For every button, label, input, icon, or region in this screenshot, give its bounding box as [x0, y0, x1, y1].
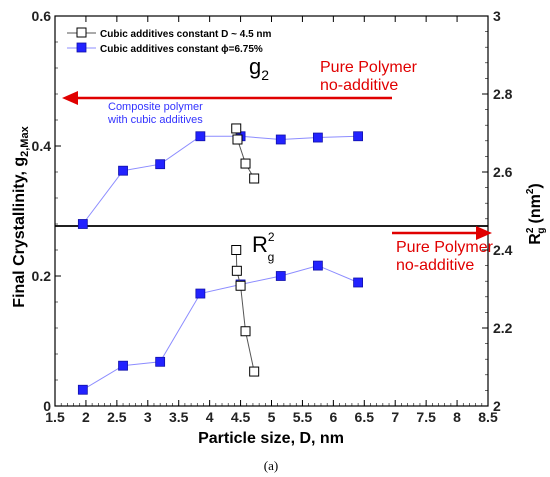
y-axis-left-title: Final Crystallinity, g2,Max	[11, 125, 31, 307]
x-tick-label: 7.5	[416, 409, 436, 425]
x-tick-label: 5	[268, 409, 276, 425]
legend-marker-open-square	[76, 27, 87, 38]
y-left-tick-label: 0.6	[32, 8, 52, 24]
annotation-no-additive-lower: no-additive	[396, 257, 474, 274]
legend-marker-filled-square	[76, 42, 87, 53]
data-point	[232, 134, 243, 145]
y-right-tick-label: 3	[493, 8, 501, 24]
legend: Cubic additives constant D ~ 4.5 nm Cubi…	[67, 27, 272, 55]
x-tick-label: 4.5	[231, 409, 251, 425]
annotation-g2-sub: 2	[261, 67, 269, 83]
data-point	[235, 280, 246, 291]
x-tick-label: 4	[206, 409, 214, 425]
plot-frame	[54, 15, 489, 407]
annotation-rg2-sup: 2	[268, 230, 275, 244]
annotation-g2-main: g	[249, 54, 261, 79]
series-line	[235, 128, 255, 179]
data-point	[231, 245, 242, 255]
x-tick-label: 8	[453, 409, 461, 425]
y-right-title-units: (nm	[527, 194, 544, 223]
annotation-g2: g2	[249, 54, 269, 83]
y-right-title-sup: 2	[525, 227, 536, 233]
data-point	[275, 134, 286, 145]
annotation-composite-line1: Composite polymer	[108, 101, 203, 113]
series-3	[231, 245, 260, 377]
series-line	[82, 135, 359, 225]
x-tick-label: 2	[82, 409, 90, 425]
data-point	[77, 384, 88, 395]
y-left-tick-label: 0	[43, 398, 51, 414]
x-tick-label: 5.5	[293, 409, 313, 425]
series-1	[77, 260, 364, 395]
tick-labels: 1.5 2 2.5 3 3.5 4 4.5 5 5.5 6 6.5 7 7.5 8 8.5 0 0.2 0.4 0.…	[32, 8, 513, 425]
data-point	[353, 277, 364, 288]
x-tick-label: 3.5	[169, 409, 189, 425]
data-point	[231, 265, 242, 276]
x-tick-label: 6.5	[355, 409, 375, 425]
data-point	[312, 132, 323, 143]
y-left-title-main: Final Crystallinity, g	[11, 157, 28, 308]
axis-ticks	[54, 15, 489, 407]
series-0	[77, 131, 364, 229]
annotation-rg2-main: R	[252, 232, 268, 257]
y-right-tick-label: 2.6	[493, 164, 513, 180]
annotation-pure-polymer-upper: Pure Polymer	[320, 59, 418, 76]
x-tick-label: 7	[391, 409, 399, 425]
data-point	[118, 360, 128, 371]
series-layer	[77, 123, 364, 395]
y-right-title-sub: g	[536, 227, 547, 233]
svg-text:R2g(nm2): R2g(nm2)	[525, 183, 547, 244]
y-right-tick-label: 2	[493, 398, 501, 414]
annotation-rg2: R2 g	[252, 230, 275, 264]
legend-label-constant-d: Cubic additives constant D ~ 4.5 nm	[100, 29, 272, 40]
x-tick-label: 6	[329, 409, 337, 425]
y-left-tick-label: 0.2	[32, 268, 52, 284]
y-right-title-units-sup: 2	[525, 188, 536, 194]
y-axis-right-title: R2g(nm2)	[525, 183, 547, 244]
x-tick-label: 2.5	[107, 409, 127, 425]
legend-label-constant-phi: Cubic additives constant ϕ=6.75%	[100, 44, 263, 55]
y-right-tick-label: 2.4	[493, 242, 513, 258]
data-point	[195, 288, 206, 299]
y-right-title-units-end: )	[527, 183, 544, 188]
data-point	[312, 260, 323, 271]
annotation-no-additive-upper: no-additive	[320, 77, 398, 94]
data-point	[118, 165, 128, 176]
series-line	[82, 265, 359, 391]
annotation-rg2-sub: g	[268, 250, 275, 264]
data-point	[249, 366, 260, 377]
y-right-title-main: R	[527, 233, 544, 245]
data-point	[155, 159, 166, 170]
x-tick-label: 3	[144, 409, 152, 425]
data-point	[77, 219, 88, 229]
svg-text:Final Crystallinity, g2,Max: Final Crystallinity, g2,Max	[11, 125, 31, 307]
x-axis-title: Particle size, D, nm	[198, 430, 344, 447]
annotation-composite-line2: with cubic additives	[107, 114, 203, 126]
x-tick-label: 1.5	[45, 409, 65, 425]
figure-caption: (a)	[264, 458, 278, 473]
x-tick-label: 8.5	[478, 409, 498, 425]
data-point	[231, 123, 242, 134]
arrow-lower-head	[476, 226, 492, 240]
y-right-tick-label: 2.8	[493, 86, 513, 102]
series-2	[231, 123, 260, 184]
arrow-upper-head	[62, 91, 78, 105]
data-point	[195, 131, 206, 142]
y-left-tick-label: 0.4	[32, 138, 52, 154]
data-point	[275, 271, 286, 281]
y-right-tick-label: 2.2	[493, 320, 513, 336]
data-point	[353, 131, 364, 142]
data-point	[240, 326, 251, 337]
annotation-pure-polymer-lower: Pure Polymer	[396, 239, 494, 256]
data-point	[240, 158, 251, 169]
data-point	[249, 173, 260, 184]
data-point	[155, 356, 166, 367]
y-left-title-sub: 2,Max	[19, 125, 31, 156]
